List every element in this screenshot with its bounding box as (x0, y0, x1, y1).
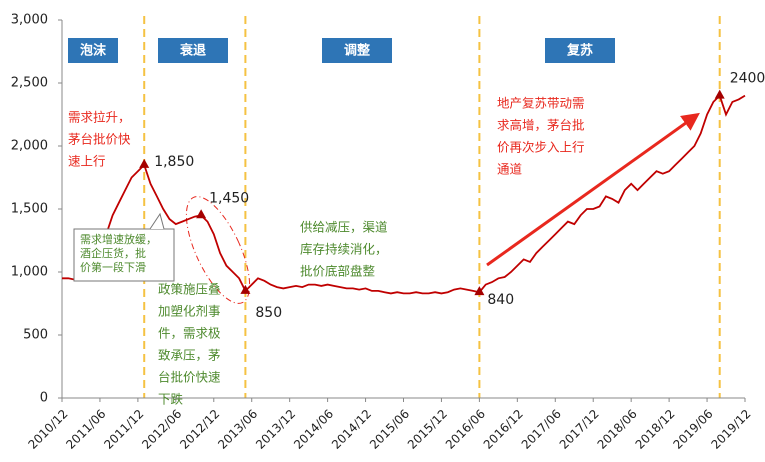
phase-label: 泡沫 (80, 43, 107, 59)
y-tick-label: 0 (40, 391, 48, 406)
y-tick-label: 2,000 (11, 139, 48, 154)
point-marker (196, 209, 207, 219)
y-tick-label: 1,500 (11, 202, 48, 217)
annotation-text: 地产复苏带动需 (497, 96, 585, 111)
phase-label: 衰退 (179, 43, 206, 59)
x-tick-label: 2015/06 (367, 407, 412, 452)
annotation-text: 致承压，茅 (158, 348, 221, 363)
x-tick-label: 2012/12 (177, 407, 222, 452)
x-tick-label: 2013/12 (253, 407, 298, 452)
point-marker (714, 89, 725, 99)
x-tick-label: 2010/12 (25, 407, 70, 452)
y-tick-label: 1,000 (11, 265, 48, 280)
point-label: 850 (255, 305, 282, 321)
annotation-text: 需求增速放缓， (80, 232, 157, 246)
annotation-text: 茅台批价快 (68, 132, 131, 147)
x-tick-label: 2011/06 (63, 407, 108, 452)
callout-pointer (149, 212, 165, 230)
annotation-text: 求高增，茅台批 (497, 118, 585, 133)
y-tick-label: 2,500 (11, 76, 48, 91)
x-tick-label: 2017/12 (557, 407, 602, 452)
phase-label: 复苏 (566, 43, 593, 59)
annotation-text: 价第一段下滑 (80, 260, 146, 274)
x-tick-label: 2014/06 (291, 407, 336, 452)
x-tick-label: 2013/06 (215, 407, 260, 452)
x-tick-label: 2012/06 (139, 407, 184, 452)
price-line (62, 93, 746, 295)
trend-arrow (486, 112, 700, 267)
annotation-text: 速上行 (68, 154, 106, 169)
x-tick-label: 2019/06 (670, 407, 715, 452)
annotation-text: 供给减压，渠道 (300, 220, 388, 235)
annotation-text: 件，需求极 (158, 326, 221, 341)
x-tick-label: 2018/06 (595, 407, 640, 452)
point-label: 1,850 (154, 154, 194, 170)
x-tick-label: 2018/12 (633, 407, 678, 452)
annotation-text: 酒企压货，批 (80, 246, 146, 260)
annotation-text: 通道 (497, 162, 523, 177)
phase-box (158, 38, 228, 63)
x-tick-label: 2011/12 (101, 407, 146, 452)
y-tick-label: 500 (23, 328, 48, 343)
annotation-text: 需求拉升， (68, 110, 131, 125)
phase-label: 调整 (344, 43, 371, 59)
x-tick-label: 2014/12 (329, 407, 374, 452)
annotation-text: 加塑化剂事 (158, 304, 221, 319)
point-marker (139, 158, 150, 168)
point-label: 2400 (730, 71, 765, 87)
point-marker (474, 286, 485, 296)
phase-box (322, 38, 392, 63)
phase-box (68, 38, 118, 63)
annotation-text: 下跌 (158, 392, 184, 407)
x-tick-label: 2019/12 (708, 407, 753, 452)
x-tick-label: 2015/12 (405, 407, 450, 452)
point-marker (240, 284, 251, 294)
highlight-ellipse (185, 196, 251, 304)
x-tick-label: 2016/12 (481, 407, 526, 452)
annotation-text: 价再次步入上行 (497, 140, 585, 155)
x-tick-label: 2016/06 (443, 407, 488, 452)
callout-box (73, 228, 175, 282)
annotation-text: 库存持续消化， (300, 242, 388, 257)
point-label: 840 (487, 292, 514, 308)
x-tick-label: 2017/06 (519, 407, 564, 452)
annotation-text: 政策施压叠 (158, 282, 221, 297)
annotation-text: 批价底部盘整 (300, 264, 376, 279)
y-tick-label: 3,000 (11, 13, 48, 28)
annotation-text: 台批价快速 (158, 370, 221, 385)
point-label: 1,450 (209, 190, 249, 206)
phase-box (545, 38, 615, 63)
